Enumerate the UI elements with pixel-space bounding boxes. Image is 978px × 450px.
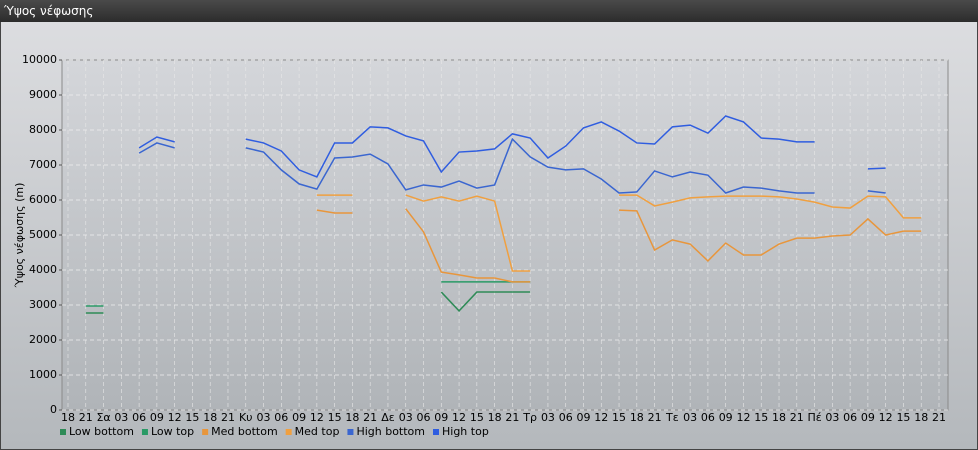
legend-label: Med bottom (211, 425, 278, 438)
x-tick-label: 15 (612, 411, 626, 424)
x-tick-label: Τρ (522, 411, 537, 424)
legend-swatch (433, 429, 439, 435)
y-tick-label: 4000 (29, 263, 57, 276)
x-tick-label: 15 (185, 411, 199, 424)
y-tick-label: 0 (50, 403, 57, 416)
x-tick-label: 06 (701, 411, 715, 424)
y-tick-label: 1000 (29, 368, 57, 381)
chart: Ύψος νέφωσης (m) 0 1000 2000 3000 4000 5000 60… (1, 22, 977, 449)
x-tick-label: 06 (274, 411, 288, 424)
x-tick-label: 21 (363, 411, 377, 424)
x-tick-label: 12 (168, 411, 182, 424)
legend-swatch (202, 429, 209, 435)
x-tick-label: 06 (559, 411, 573, 424)
y-tick-label: 7000 (29, 158, 57, 171)
x-tick-label: 09 (861, 411, 875, 424)
x-tick-label: 18 (630, 411, 644, 424)
x-tick-label: 21 (505, 411, 519, 424)
x-tick-label: 03 (257, 411, 271, 424)
x-tick-label: 18 (772, 411, 786, 424)
y-tick-label: 8000 (29, 123, 57, 136)
y-axis-label: Ύψος νέφωσης (m) (13, 183, 26, 289)
x-tick-label: 12 (736, 411, 750, 424)
legend-label: Low bottom (69, 425, 134, 438)
y-tick-label: 5000 (29, 228, 57, 241)
y-tick-label: 10000 (22, 53, 57, 66)
series-line (316, 194, 922, 272)
y-tick-label: 3000 (29, 298, 57, 311)
legend-swatch (141, 429, 148, 435)
x-tick-label: 15 (754, 411, 768, 424)
x-tick-label: 15 (328, 411, 342, 424)
x-tick-label: 21 (221, 411, 235, 424)
x-tick-label: Κυ (239, 411, 253, 424)
x-tick-label: 12 (594, 411, 608, 424)
x-tick-label: Δε (381, 411, 395, 424)
x-tick-label: 15 (896, 411, 910, 424)
x-tick-label: 03 (683, 411, 697, 424)
legend-swatch (60, 429, 66, 435)
legend-label: Low top (151, 425, 194, 438)
x-tick-label: Σα (96, 411, 110, 424)
series-line (85, 291, 531, 314)
series-line (316, 208, 922, 283)
x-tick-label: 03 (825, 411, 839, 424)
series-line (138, 115, 886, 178)
x-tick-label: 09 (150, 411, 164, 424)
legend-label: Med top (295, 425, 340, 438)
legend-label: High top (442, 425, 489, 438)
x-tick-label: 21 (79, 411, 93, 424)
x-tick-label: 09 (576, 411, 590, 424)
x-tick-label: 12 (310, 411, 324, 424)
x-tick-label: 06 (132, 411, 146, 424)
x-tick-label: 06 (417, 411, 431, 424)
x-tick-label: 03 (541, 411, 555, 424)
x-tick-label: 09 (719, 411, 733, 424)
x-tick-label: 03 (114, 411, 128, 424)
y-tick-label: 9000 (29, 88, 57, 101)
x-tick-label: 06 (843, 411, 857, 424)
x-tick-label: 03 (399, 411, 413, 424)
x-tick-label: 18 (914, 411, 928, 424)
y-tick-label: 6000 (29, 193, 57, 206)
x-tick-label: Τε (665, 411, 679, 424)
x-tick-label: 21 (932, 411, 946, 424)
legend-swatch (347, 429, 354, 435)
legend-label: High bottom (356, 425, 425, 438)
x-tick-label: 18 (345, 411, 359, 424)
title-bar: Ύψος νέφωσης (0, 0, 978, 22)
x-tick-label: 18 (488, 411, 502, 424)
x-tick-label: Πέ (807, 411, 821, 424)
y-tick-label: 2000 (29, 333, 57, 346)
x-tick-label: 09 (292, 411, 306, 424)
series-line (138, 137, 886, 194)
x-tick-label: 21 (648, 411, 662, 424)
x-tick-label: 18 (203, 411, 217, 424)
x-tick-label: 12 (879, 411, 893, 424)
x-tick-label: 09 (434, 411, 448, 424)
x-tick-label: 15 (470, 411, 484, 424)
x-tick-label: 18 (61, 411, 75, 424)
x-tick-label: 21 (790, 411, 804, 424)
legend-swatch (285, 429, 292, 435)
x-tick-label: 12 (452, 411, 466, 424)
